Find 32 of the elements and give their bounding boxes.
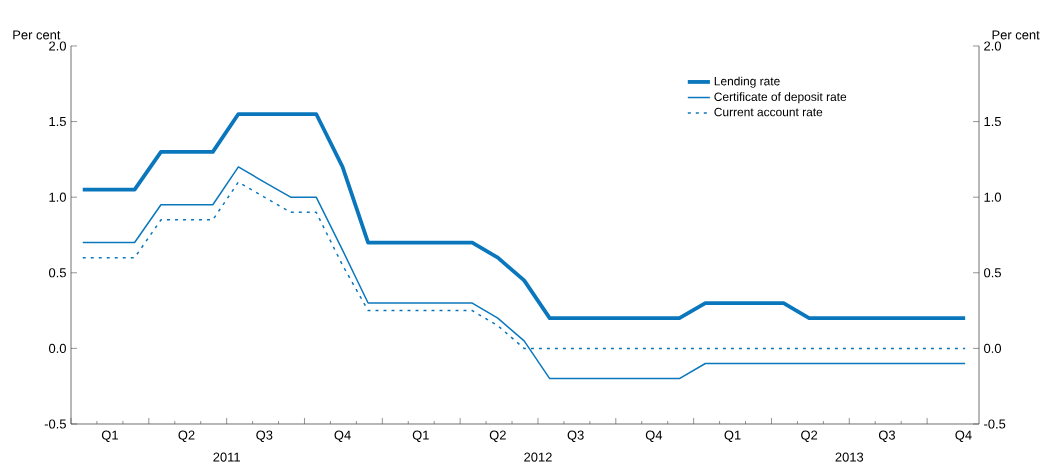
- legend-label: Lending rate: [714, 76, 780, 88]
- x-tick-label: Q3: [567, 430, 584, 442]
- x-tick-label: Q2: [489, 430, 506, 442]
- x-tick-label: Q3: [878, 430, 896, 442]
- x-tick-label: Q1: [724, 430, 741, 442]
- x-tick-label: Q2: [178, 430, 195, 442]
- x-tick-label: Q1: [101, 430, 118, 442]
- x-tick-label: Q4: [955, 430, 972, 442]
- y2-tick-label: 0.5: [984, 268, 1001, 278]
- y2-tick-label: 1.0: [984, 192, 1002, 202]
- legend-label: Current account rate: [714, 107, 823, 117]
- x-tick-label: Q3: [256, 430, 273, 442]
- legend-label: Certificate of deposit rate: [714, 92, 847, 104]
- x-tick-label: Q2: [801, 430, 818, 442]
- y2-tick-label: 1.5: [984, 117, 1001, 127]
- y-axis-title: Per cent: [13, 30, 61, 40]
- y2-tick-label: -0.5: [984, 419, 1006, 429]
- y2-axis-title: Per cent: [992, 30, 1040, 40]
- text: 2011: [213, 452, 240, 462]
- y-tick-label: 1.5: [49, 117, 66, 127]
- y-tick-label: 0.5: [48, 268, 66, 278]
- x-tick-label: Q1: [412, 430, 429, 442]
- y-tick-label: 0.0: [48, 343, 66, 353]
- text: 2013: [835, 452, 864, 462]
- y-tick-label: -0.5: [44, 419, 66, 429]
- y2-tick-label: 0.0: [984, 343, 1002, 353]
- y2-tick-label: 2.0: [984, 41, 1002, 51]
- y-tick-label: 1.0: [49, 192, 66, 202]
- x-tick-label: Q4: [334, 430, 351, 442]
- y-tick-label: 2.0: [49, 41, 66, 51]
- x-tick-label: Q4: [645, 430, 663, 442]
- text: 2012: [524, 452, 552, 462]
